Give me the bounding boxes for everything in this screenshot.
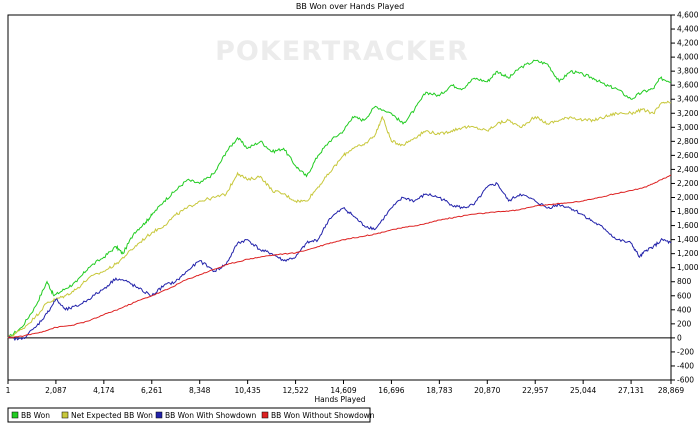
legend-swatch-2 (61, 411, 69, 419)
y-tick-label: 4,200 (677, 39, 699, 48)
y-tick-label: 3,600 (677, 81, 699, 90)
x-tick-label: 28,869 (658, 386, 684, 395)
x-tick-label: 2,087 (45, 386, 67, 395)
x-axis: 1 2,087 4,174 6,261 8,348 10,435 12,522 14,609 1… (6, 380, 684, 395)
legend-swatch-3 (155, 411, 163, 419)
y-tick-label: 1,800 (677, 207, 699, 216)
legend-label-1: BB Won (21, 411, 50, 420)
y-tick-label: 200 (677, 319, 692, 328)
series-line-1 (7, 59, 672, 339)
y-tick-label: 1,600 (677, 221, 699, 230)
y-tick-label: 600 (677, 291, 692, 300)
legend-label-2: Net Expected BB Won (71, 411, 153, 420)
legend-label-4: BB Won Without Showdown (271, 411, 375, 420)
x-tick-label: 4,174 (93, 386, 115, 395)
y-tick-label: 3,000 (677, 123, 699, 132)
y-tick-label: 800 (677, 277, 692, 286)
y-tick-label: 400 (677, 305, 692, 314)
x-tick-label: 27,131 (618, 386, 644, 395)
y-tick-label: -400 (677, 361, 694, 370)
x-tick-label: 10,435 (235, 386, 261, 395)
x-tick-label: 25,044 (570, 386, 596, 395)
y-tick-label: 2,800 (677, 137, 699, 146)
legend-label-3: BB Won With Showdown (165, 411, 257, 420)
series-group (7, 59, 672, 342)
series-line-4 (7, 174, 672, 339)
legend-box (7, 407, 371, 423)
y-tick-label: 4,000 (677, 53, 699, 62)
x-tick-label: 1 (6, 386, 11, 395)
y-tick-label: 1,400 (677, 235, 699, 244)
y-tick-label: 2,400 (677, 165, 699, 174)
legend-swatch-1 (11, 411, 19, 419)
series-line-2 (7, 100, 672, 339)
y-axis: -600 -400 -200 0 200 400 600 800 1,000 1,200 1,400… (671, 11, 699, 385)
x-tick-label: 8,348 (189, 386, 211, 395)
y-tick-label: 4,600 (677, 11, 699, 20)
x-axis-label: Hands Played (314, 395, 365, 404)
y-tick-label: 3,400 (677, 95, 699, 104)
legend: BB Won Net Expected BB Won BB Won With Sho… (11, 411, 375, 420)
y-tick-label: 0 (677, 333, 682, 342)
y-tick-label: 3,800 (677, 67, 699, 76)
watermark-logo: POKERTRACKER (215, 36, 469, 67)
y-tick-label: -200 (677, 347, 694, 356)
y-tick-label: 1,200 (677, 249, 699, 258)
y-tick-label: 1,000 (677, 263, 699, 272)
chart-title: BB Won over Hands Played (296, 2, 404, 11)
x-tick-label: 12,522 (282, 386, 308, 395)
x-tick-label: 18,783 (426, 386, 452, 395)
y-tick-label: 3,200 (677, 109, 699, 118)
x-tick-label: 22,957 (522, 386, 548, 395)
x-tick-label: 20,870 (474, 386, 500, 395)
y-tick-label: 2,000 (677, 193, 699, 202)
y-tick-label: -600 (677, 376, 694, 385)
y-tick-label: 2,200 (677, 179, 699, 188)
legend-swatch-4 (261, 411, 269, 419)
x-tick-label: 14,609 (330, 386, 356, 395)
y-tick-label: 4,400 (677, 25, 699, 34)
x-tick-label: 6,261 (141, 386, 163, 395)
series-line-3 (7, 181, 672, 342)
plot-area (7, 14, 672, 381)
x-tick-label: 16,696 (378, 386, 404, 395)
y-tick-label: 2,600 (677, 151, 699, 160)
